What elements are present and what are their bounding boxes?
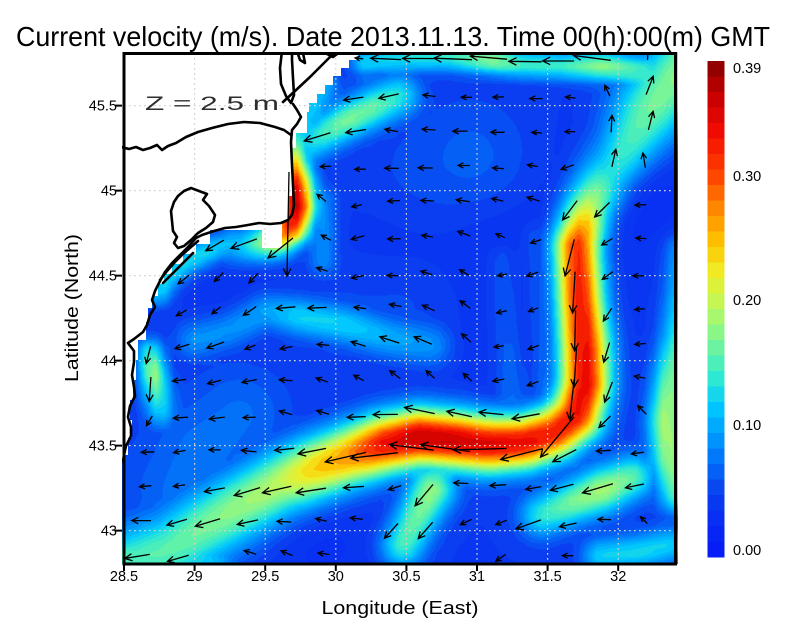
svg-text:0.20: 0.20 (733, 293, 761, 309)
svg-text:30: 30 (328, 569, 344, 585)
svg-text:0.00: 0.00 (733, 543, 761, 559)
svg-text:31: 31 (469, 569, 485, 585)
svg-text:45.5: 45.5 (89, 99, 117, 115)
svg-text:32: 32 (610, 569, 626, 585)
svg-text:44.5: 44.5 (89, 269, 117, 285)
svg-text:43: 43 (101, 524, 117, 540)
svg-text:31.5: 31.5 (533, 569, 561, 585)
svg-text:0.30: 0.30 (733, 169, 761, 185)
svg-text:29: 29 (187, 569, 203, 585)
svg-text:30.5: 30.5 (392, 569, 420, 585)
svg-text:0.10: 0.10 (733, 418, 761, 434)
svg-text:28.5: 28.5 (110, 569, 138, 585)
svg-text:Longitude (East): Longitude (East) (322, 598, 479, 618)
svg-text:29.5: 29.5 (251, 569, 279, 585)
svg-text:Latitude (North): Latitude (North) (62, 234, 82, 382)
svg-text:43.5: 43.5 (89, 439, 117, 455)
svg-text:Current velocity (m/s). Date 2: Current velocity (m/s). Date 2013.11.13.… (16, 21, 770, 52)
svg-text:45: 45 (101, 184, 117, 200)
svg-text:44: 44 (101, 354, 117, 370)
svg-text:0.39: 0.39 (733, 61, 761, 77)
svg-text:Z = 2.5 m: Z = 2.5 m (145, 93, 279, 115)
